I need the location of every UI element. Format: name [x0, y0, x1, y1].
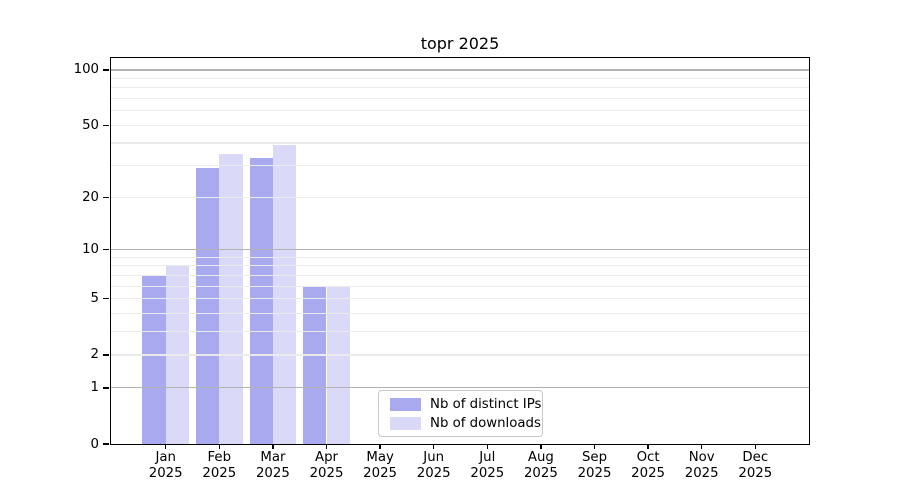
- grid-layer: [111, 58, 809, 444]
- y-axis-tick: [103, 196, 110, 198]
- y-tick-label: 10: [82, 242, 99, 258]
- y-tick-label: 2: [90, 347, 99, 363]
- gridline-major: [111, 387, 809, 389]
- gridline-minor: [111, 331, 809, 333]
- legend-swatch-distinct-ips-icon: [390, 397, 421, 411]
- legend: Nb of distinct IPs Nb of downloads: [378, 390, 543, 437]
- x-axis-tick: [433, 444, 435, 449]
- y-axis-tick: [103, 248, 110, 251]
- y-tick-label: 0: [90, 436, 99, 452]
- gridline-minor: [111, 97, 809, 100]
- x-tick-label: Jul 2025: [470, 450, 505, 481]
- x-axis-tick: [647, 444, 649, 449]
- gridline-minor: [111, 354, 809, 356]
- gridline-minor: [111, 142, 809, 144]
- chart-title: topr 2025: [420, 34, 500, 53]
- x-axis-tick: [218, 444, 220, 449]
- legend-label-downloads: Nb of downloads: [430, 415, 541, 431]
- gridline-minor: [111, 274, 809, 277]
- x-tick-label: Dec 2025: [738, 450, 773, 481]
- bar-distinct-ips-mar: [249, 158, 273, 444]
- gridline-minor: [111, 110, 809, 112]
- y-tick-label: 100: [73, 62, 99, 78]
- x-axis-tick: [165, 444, 167, 449]
- legend-label-distinct-ips: Nb of distinct IPs: [430, 396, 542, 412]
- gridline-minor: [111, 285, 809, 287]
- x-tick-label: Nov 2025: [684, 450, 719, 481]
- gridline-minor: [111, 165, 809, 167]
- y-axis-tick: [103, 69, 110, 71]
- bar-distinct-ips-apr: [303, 286, 327, 444]
- x-axis-tick: [593, 444, 596, 449]
- x-tick-label: Sep 2025: [577, 450, 612, 481]
- y-tick-label: 20: [82, 189, 99, 205]
- y-axis-tick: [103, 298, 110, 300]
- x-tick-label: Mar 2025: [255, 450, 290, 481]
- gridline-minor: [111, 313, 809, 315]
- x-axis-tick: [379, 444, 381, 449]
- bar-distinct-ips-feb: [195, 168, 220, 444]
- x-tick-label: Jun 2025: [416, 450, 451, 481]
- x-tick-label: Apr 2025: [309, 450, 344, 481]
- plot-area: 0 1 2 5 10 20 50 100 Jan 2025 Feb 2025 Mar 2025 Apr 202…: [74, 57, 810, 481]
- gridline-minor: [111, 196, 809, 198]
- bar-downloads-mar: [272, 144, 297, 444]
- gridline-major: [111, 69, 809, 71]
- x-tick-label: Feb 2025: [202, 450, 237, 481]
- x-axis-tick: [325, 444, 328, 449]
- legend-item-distinct-ips: Nb of distinct IPs: [390, 397, 542, 412]
- x-axis-tick: [540, 444, 542, 449]
- y-axis-tick: [103, 124, 110, 126]
- axis-layer: 0 1 2 5 10 20 50 100 Jan 2025 Feb 2025 Mar 2025 Apr 202…: [74, 58, 809, 480]
- x-tick-label: Aug 2025: [523, 450, 558, 481]
- legend-swatch-downloads-icon: [390, 416, 421, 430]
- y-axis-tick: [103, 443, 110, 445]
- x-axis-tick: [272, 444, 274, 449]
- gridline-major: [111, 249, 809, 251]
- gridline-minor: [111, 124, 809, 126]
- y-axis-tick: [103, 387, 110, 389]
- y-axis-tick: [103, 354, 110, 356]
- gridline-minor: [111, 77, 809, 79]
- gridline-minor: [111, 265, 809, 267]
- legend-item-downloads: Nb of downloads: [390, 416, 542, 431]
- y-tick-label: 50: [82, 117, 99, 133]
- bar-distinct-ips-jan: [142, 275, 166, 444]
- bars-layer: [111, 58, 809, 444]
- x-axis-tick: [754, 444, 756, 449]
- y-tick-label: 5: [90, 291, 99, 307]
- x-tick-label: Jan 2025: [148, 450, 183, 481]
- gridline-minor: [111, 87, 809, 89]
- y-tick-label: 1: [90, 380, 99, 396]
- bar-downloads-apr: [326, 286, 350, 444]
- x-axis-tick: [701, 444, 703, 449]
- x-tick-label: Oct 2025: [631, 450, 666, 481]
- gridline-minor: [111, 298, 809, 300]
- x-tick-label: May 2025: [363, 450, 398, 481]
- x-axis-tick: [486, 444, 488, 449]
- gridline-minor: [111, 256, 809, 258]
